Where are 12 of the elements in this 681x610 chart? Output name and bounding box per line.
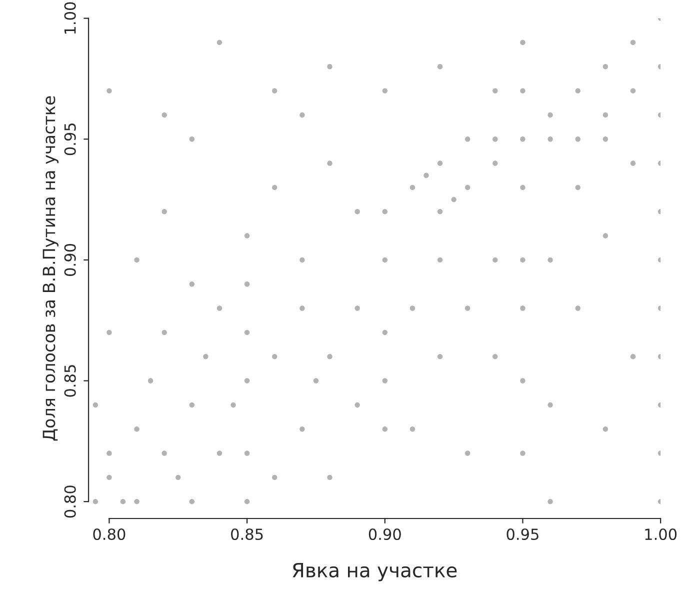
x-tick-label: 0.85	[231, 528, 263, 540]
x-tick-label: 1.00	[645, 528, 677, 540]
y-axis-title: Доля голосов за В.В.Путина на участке	[42, 96, 58, 441]
x-tick-label: 0.80	[93, 528, 126, 540]
y-tick-label: 0.80	[64, 486, 76, 518]
y-tick-label: 0.85	[64, 365, 76, 397]
y-tick-label: 1.00	[64, 2, 76, 34]
y-tick-label: 0.90	[64, 244, 76, 276]
y-tick-label: 0.95	[64, 123, 76, 156]
x-axis-title: Явка на участке	[292, 563, 457, 582]
x-tick-label: 0.95	[506, 528, 538, 540]
x-tick-label: 0.90	[368, 528, 401, 540]
